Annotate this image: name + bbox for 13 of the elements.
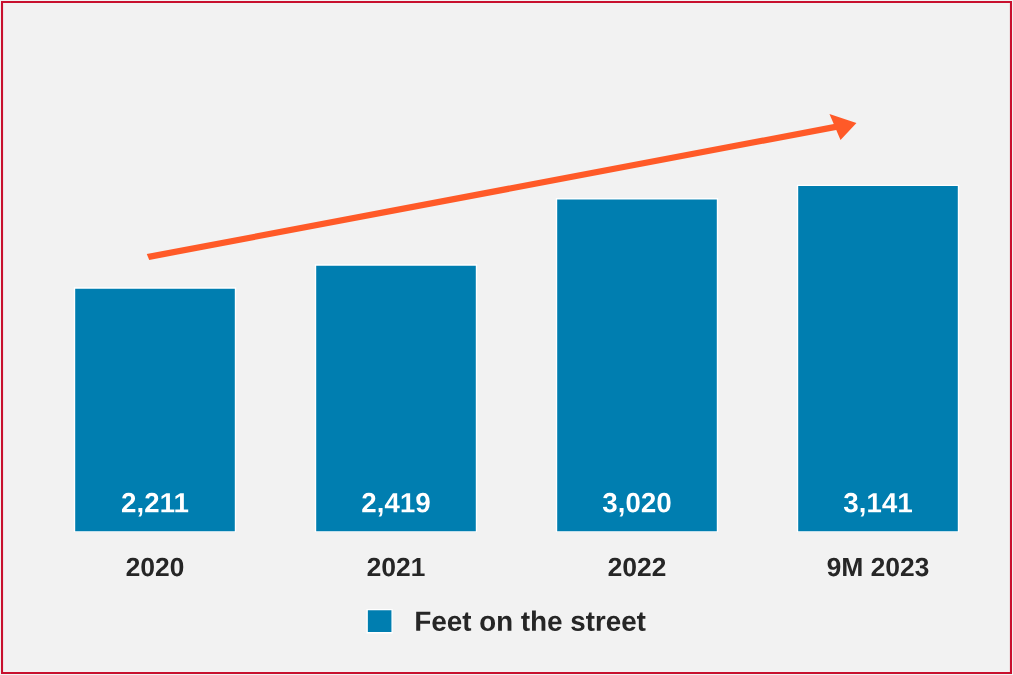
bar [73,287,237,532]
x-tick-label: 2021 [367,557,425,577]
bar [796,184,960,532]
bar [314,264,478,532]
bar [555,197,719,532]
data-label: 3,020 [602,492,671,517]
x-tick-label: 9M 2023 [827,557,929,577]
x-tick-label: 2022 [608,557,666,577]
x-tick-label: 2020 [126,557,184,577]
legend-label: Feet on the street [416,610,646,632]
data-label: 2,211 [121,492,189,517]
data-label: 2,419 [362,492,430,517]
data-label: 3,141 [843,492,912,517]
